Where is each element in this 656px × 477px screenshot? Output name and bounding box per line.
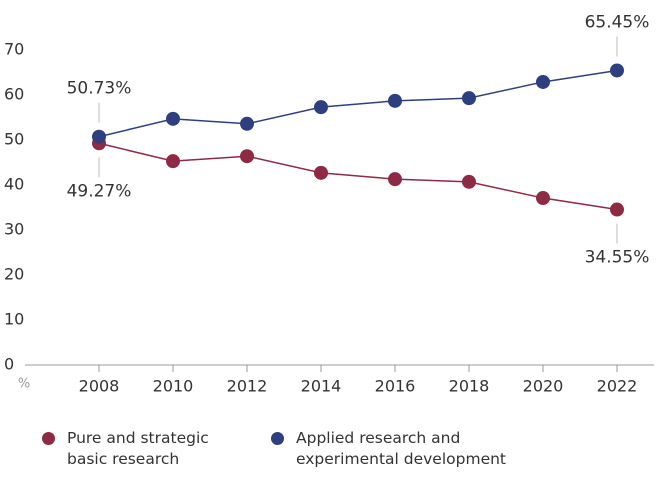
data-point <box>166 111 180 126</box>
x-tick-label: 2022 <box>597 377 638 396</box>
x-tick-label: 2016 <box>375 377 416 396</box>
y-tick-label: 40 <box>4 175 24 194</box>
y-axis-label: % <box>18 377 30 392</box>
x-tick-label: 2012 <box>227 377 268 396</box>
data-point <box>462 91 476 106</box>
legend-item: Applied research and experimental develo… <box>271 428 561 470</box>
value-label: 50.73% <box>67 79 132 99</box>
data-point <box>314 100 328 115</box>
data-point <box>92 129 106 144</box>
y-tick-label: 0 <box>4 355 14 374</box>
data-point <box>314 165 328 180</box>
data-point <box>610 202 624 217</box>
series-line <box>98 142 618 211</box>
data-point <box>166 154 180 169</box>
y-tick-label: 60 <box>4 85 24 104</box>
x-tick-label: 2010 <box>153 377 194 396</box>
legend-label: Applied research and experimental develo… <box>296 429 507 468</box>
legend-label: Pure and strategic basic research <box>67 429 209 468</box>
data-point <box>536 191 550 206</box>
x-tick-label: 2018 <box>449 377 490 396</box>
y-tick-label: 30 <box>4 220 24 239</box>
x-tick-label: 2014 <box>301 377 342 396</box>
data-point <box>610 63 624 78</box>
legend-item: Pure and strategic basic research <box>42 428 242 470</box>
data-point <box>240 149 254 164</box>
data-point <box>462 174 476 189</box>
data-point <box>388 93 402 108</box>
data-point <box>388 172 402 187</box>
value-label: 49.27% <box>67 181 132 201</box>
data-point <box>536 74 550 89</box>
data-point <box>240 116 254 131</box>
y-tick-label: 50 <box>4 130 24 149</box>
series-line <box>98 69 618 138</box>
y-tick-label: 20 <box>4 265 24 284</box>
value-label: 34.55% <box>585 248 650 268</box>
chart: % 0 10 20 30 40 50 60 70 2008 2010 2012 2014 2016 201… <box>4 12 654 396</box>
x-tick-label: 2020 <box>523 377 564 396</box>
legend-swatch <box>42 432 55 445</box>
legend-swatch <box>271 432 284 445</box>
y-tick-label: 70 <box>4 40 24 59</box>
value-label: 65.45% <box>585 12 650 32</box>
x-tick-label: 2008 <box>79 377 120 396</box>
y-tick-label: 10 <box>4 310 24 329</box>
